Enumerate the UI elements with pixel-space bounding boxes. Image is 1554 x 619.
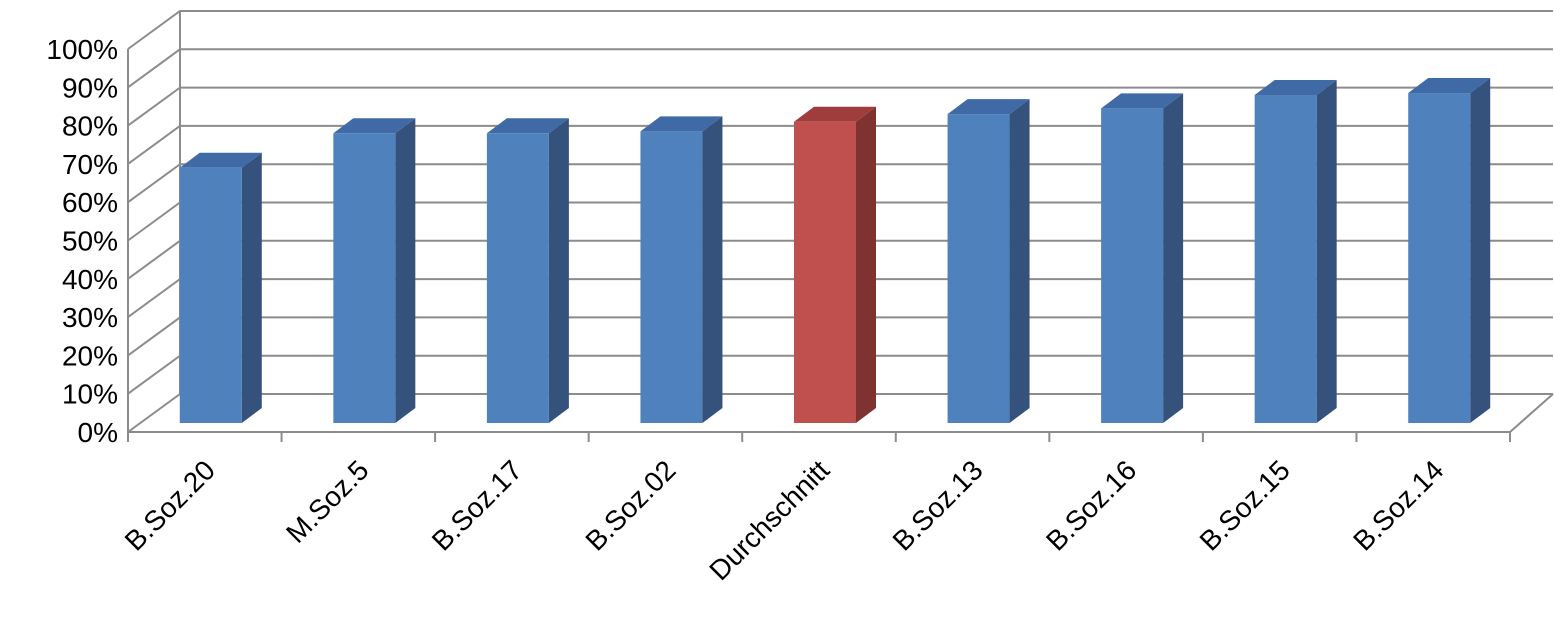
- bar-front: [794, 121, 856, 424]
- bar-top: [1101, 93, 1184, 109]
- bar-side: [241, 152, 262, 424]
- gridline: [127, 48, 1553, 89]
- y-tick-label: 60%: [62, 187, 118, 218]
- x-category-label: Durchschnitt: [703, 454, 835, 586]
- y-tick-label: 90%: [62, 72, 118, 103]
- floor-right-edge: [1509, 393, 1554, 433]
- bar-top: [794, 106, 876, 122]
- x-axis-category-labels: B.Soz.20 M.Soz.5 B.Soz.17 B.Soz.02 Durchschn…: [119, 454, 1450, 586]
- bar-top: [486, 118, 569, 134]
- y-tick-label: 0%: [78, 417, 118, 448]
- x-category-label: B.Soz.15: [1194, 454, 1296, 556]
- y-tick-label: 10%: [62, 379, 118, 410]
- bar-top: [947, 99, 1030, 115]
- bar-side: [856, 106, 876, 424]
- bar-side: [395, 118, 416, 423]
- bar-front: [486, 133, 549, 423]
- gridline: [127, 10, 1553, 50]
- bar-front: [947, 114, 1010, 424]
- y-tick-label: 80%: [62, 111, 118, 142]
- bar-side: [1470, 78, 1491, 424]
- x-category-label: B.Soz.02: [579, 454, 681, 556]
- x-category-label: B.Soz.13: [887, 454, 989, 556]
- bars: [179, 78, 1491, 424]
- bar-top: [1254, 79, 1337, 95]
- bar-front: [1254, 94, 1317, 424]
- bar-side: [1316, 79, 1337, 424]
- y-tick-label: 70%: [62, 149, 118, 180]
- bar-side: [1163, 93, 1184, 424]
- bar-side: [548, 118, 569, 423]
- x-category-label: B.Soz.17: [426, 454, 528, 556]
- bar: [794, 106, 876, 424]
- bar-front: [1408, 93, 1471, 424]
- bar: [947, 99, 1030, 424]
- x-axis: [127, 393, 1554, 442]
- bar: [486, 118, 569, 423]
- bar: [333, 118, 416, 423]
- y-tick-label: 20%: [62, 340, 118, 371]
- bar: [1101, 93, 1184, 424]
- bar-top: [1408, 78, 1491, 94]
- x-category-label: M.Soz.5: [280, 454, 375, 549]
- bar: [179, 152, 262, 424]
- bar-front: [179, 167, 242, 423]
- bar-top: [333, 118, 416, 134]
- bar-side: [1009, 99, 1030, 424]
- x-category-label: B.Soz.16: [1040, 454, 1142, 556]
- x-category-label: B.Soz.14: [1347, 454, 1449, 556]
- bar-top: [179, 152, 262, 168]
- y-axis-tick-labels: 0% 10% 20% 30% 40% 50% 60% 70% 80% 90% 100%: [46, 34, 118, 448]
- bar-front: [333, 133, 396, 423]
- bar: [1408, 78, 1491, 424]
- y-tick-label: 40%: [62, 264, 118, 295]
- y-tick-label: 50%: [62, 226, 118, 257]
- y-tick-label: 30%: [62, 302, 118, 333]
- bar-top: [640, 116, 723, 132]
- bar-front: [640, 131, 703, 423]
- x-category-label: B.Soz.20: [119, 454, 221, 556]
- bar: [640, 116, 723, 423]
- bar-side: [702, 116, 723, 423]
- bar-front: [1101, 108, 1164, 424]
- bar: [1254, 79, 1337, 424]
- y-tick-label: 100%: [46, 34, 118, 65]
